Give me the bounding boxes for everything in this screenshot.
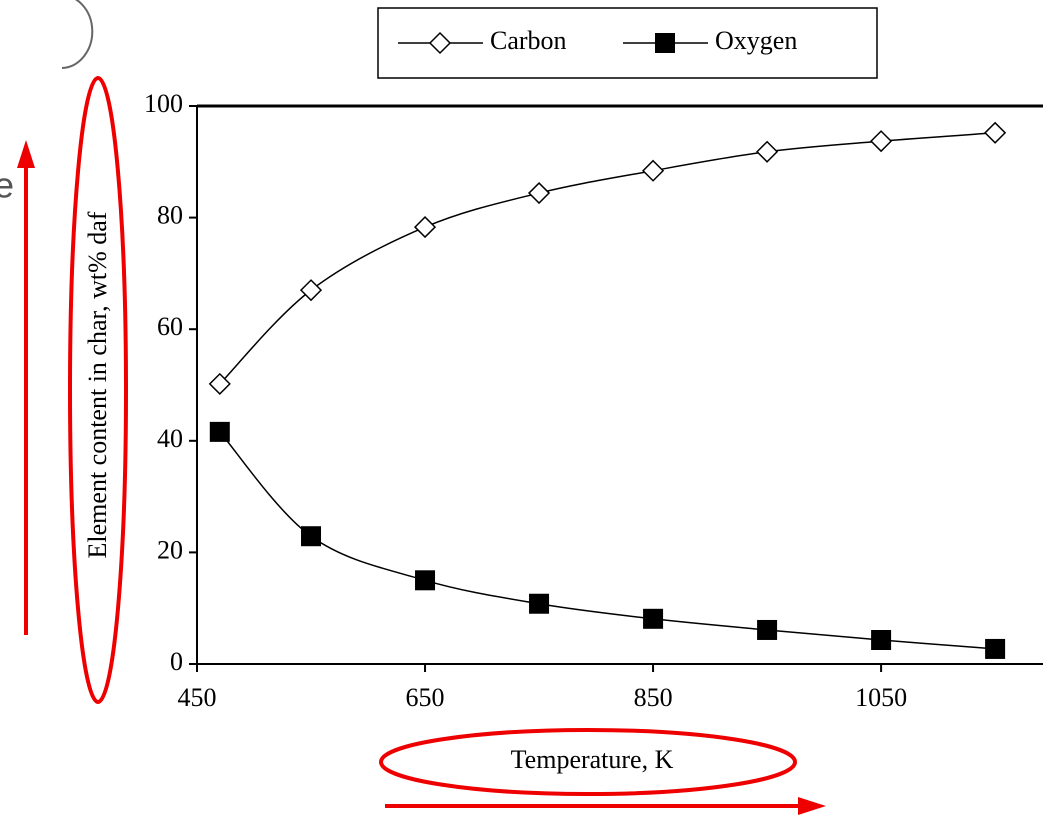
series-line: [219, 132, 996, 385]
y-tick-label: 100: [144, 89, 183, 118]
point: [208, 372, 231, 395]
x-tick-label: 650: [406, 683, 445, 712]
point: [529, 593, 550, 614]
x-axis-label: Temperature, K: [511, 745, 674, 774]
point: [527, 181, 551, 205]
point: [642, 159, 665, 182]
x-tick-label: 450: [178, 683, 217, 712]
point: [415, 570, 436, 591]
legend-label: Oxygen: [715, 26, 797, 55]
highlight-ellipse: [379, 728, 797, 796]
point: [413, 216, 437, 239]
y-axis-label: Element content in char, wt% daf: [83, 211, 112, 558]
y-tick-label: 20: [157, 535, 183, 564]
arrow-head: [17, 140, 35, 168]
x-tick-label: 1050: [855, 683, 907, 712]
point: [870, 130, 893, 153]
series-line: [219, 431, 996, 650]
point: [757, 619, 778, 640]
arrow-head: [798, 797, 826, 815]
y-tick-label: 60: [157, 312, 183, 341]
legend-label: Carbon: [490, 26, 567, 55]
cropped-circle: [61, 0, 94, 69]
y-tick-label: 80: [157, 201, 183, 230]
point: [209, 421, 230, 442]
highlight-ellipse: [68, 76, 128, 704]
legend-marker: [655, 33, 675, 53]
point: [984, 121, 1007, 144]
point: [871, 630, 892, 651]
point: [756, 140, 779, 163]
point: [301, 526, 322, 547]
cropped-text: e: [0, 165, 14, 206]
point: [985, 638, 1006, 659]
point: [643, 608, 664, 629]
point: [299, 279, 323, 302]
x-tick-label: 850: [634, 683, 673, 712]
y-tick-label: 40: [157, 424, 183, 453]
legend-marker: [428, 31, 452, 55]
y-tick-label: 0: [170, 647, 183, 676]
